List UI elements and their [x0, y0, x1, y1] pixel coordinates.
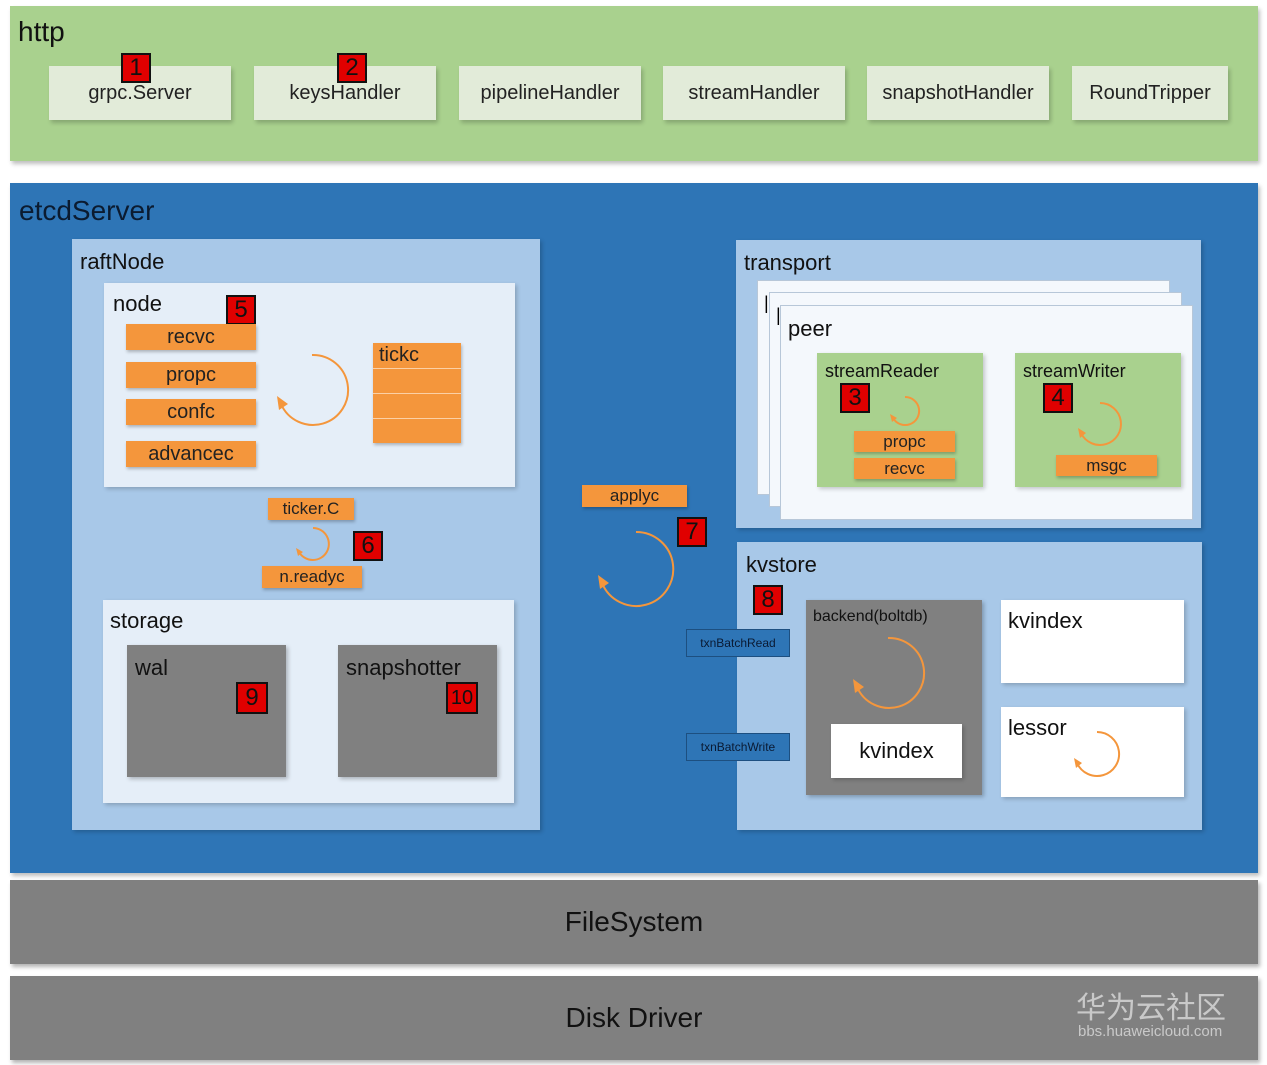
- badge-7: 7: [677, 517, 707, 547]
- badge-9: 9: [236, 682, 268, 714]
- filesystem-label: FileSystem: [564, 906, 704, 937]
- badge-3: 3: [840, 383, 870, 413]
- badge-4: 4: [1043, 383, 1073, 413]
- lessor-loop-icon: [1074, 730, 1121, 777]
- wal-label: wal: [135, 655, 169, 680]
- http-handler-roundtripper: RoundTripper: [1072, 66, 1228, 120]
- http-handler-snapshot: snapshotHandler: [867, 66, 1049, 120]
- badge-5: 5: [226, 295, 256, 325]
- backend-title: backend(boltdb): [813, 608, 928, 625]
- applyc-channel: applyc: [582, 485, 687, 507]
- ticker-c-channel: ticker.C: [268, 498, 354, 520]
- kvindex-label: kvindex: [1008, 608, 1083, 633]
- stream-writer-loop-icon: [1078, 402, 1122, 446]
- n-readyc-channel: n.readyc: [262, 566, 362, 588]
- http-title: http: [18, 16, 65, 47]
- lessor-box: lessor: [1001, 707, 1184, 797]
- http-handler-grpc-server: grpc.Server: [49, 66, 231, 120]
- http-handler-pipeline: pipelineHandler: [459, 66, 641, 120]
- disk-driver-label: Disk Driver: [565, 1002, 703, 1033]
- node-channel-confc: confc: [126, 399, 256, 425]
- tickc-slot: [373, 368, 461, 393]
- tickc-slot: [373, 418, 461, 443]
- lessor-label: lessor: [1008, 715, 1067, 740]
- stream-reader-loop-icon: [890, 395, 921, 426]
- stream-writer-title: streamWriter: [1023, 361, 1126, 381]
- watermark-url: bbs.huaweicloud.com: [1078, 1023, 1223, 1040]
- etcd-server-title: etcdServer: [19, 195, 155, 226]
- badge-1: 1: [121, 53, 151, 83]
- txn-batch-read: txnBatchRead: [686, 629, 790, 657]
- ticker-loop-icon: [296, 527, 330, 561]
- node-title: node: [113, 291, 162, 316]
- watermark-logo-text: 华为云社区: [1076, 992, 1226, 1025]
- badge-2: 2: [337, 53, 367, 83]
- peer-stack-mark: |: [764, 293, 769, 313]
- badge-10: 10: [446, 682, 478, 714]
- backend-loop-icon: [853, 636, 925, 709]
- node-channel-recvc: recvc: [126, 324, 256, 350]
- apply-loop-icon: [598, 530, 675, 607]
- tickc-slot: [373, 393, 461, 418]
- node-loop-icon: [277, 353, 349, 426]
- snapshotter-label: snapshotter: [346, 655, 461, 680]
- tickc-queue: tickc: [373, 343, 461, 443]
- stream-reader-recvc: recvc: [854, 458, 955, 479]
- backend-kvindex: kvindex: [831, 724, 962, 778]
- badge-6: 6: [353, 531, 383, 561]
- transport-title: transport: [744, 250, 831, 275]
- peer-stack-mark: |: [776, 305, 781, 325]
- raft-node-title: raftNode: [80, 249, 165, 274]
- peer-title: peer: [788, 316, 833, 341]
- http-handler-stream: streamHandler: [663, 66, 845, 120]
- node-channel-advancec: advancec: [126, 441, 256, 467]
- stream-reader-propc: propc: [854, 431, 955, 452]
- kvstore-title: kvstore: [746, 552, 817, 577]
- kvindex-box: kvindex: [1001, 600, 1184, 683]
- badge-8: 8: [753, 585, 783, 615]
- node-channel-propc: propc: [126, 362, 256, 388]
- storage-title: storage: [110, 608, 184, 633]
- tickc-label: tickc: [379, 344, 419, 366]
- stream-writer-msgc: msgc: [1056, 455, 1157, 476]
- disk-driver-layer: Disk Driver: [10, 976, 1258, 1060]
- stream-reader-title: streamReader: [825, 361, 940, 381]
- filesystem-layer: FileSystem: [10, 880, 1258, 964]
- txn-batch-write: txnBatchWrite: [686, 733, 790, 761]
